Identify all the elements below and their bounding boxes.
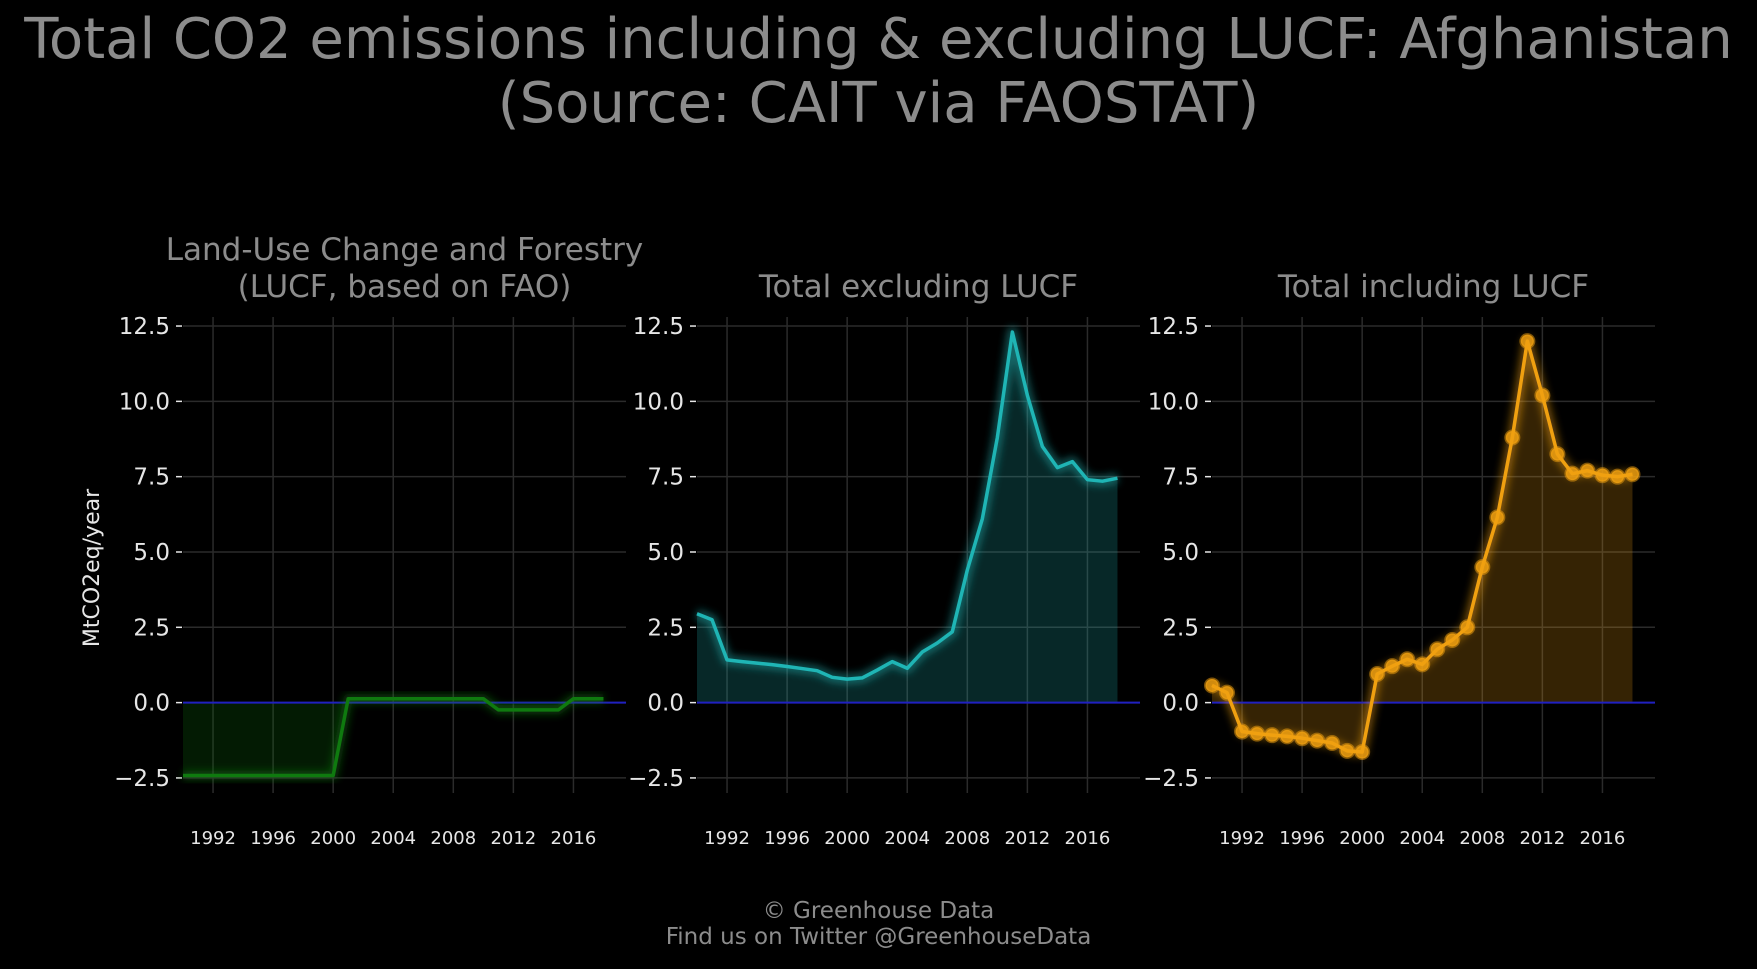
- data-point-including-lucf-1997: [1309, 732, 1326, 749]
- data-point-including-lucf-2007: [1459, 619, 1476, 636]
- data-point-including-lucf-1994: [1264, 727, 1281, 744]
- xtick-label-excluding-lucf-4: 2008: [944, 828, 990, 849]
- ytick-label-excluding-lucf-2: 2.5: [647, 615, 684, 641]
- xtick-label-including-lucf-3: 2004: [1399, 828, 1445, 849]
- xtick-label-including-lucf-1: 1996: [1279, 828, 1325, 849]
- ytick-label-including-lucf-4: 7.5: [1162, 465, 1199, 491]
- data-point-including-lucf-2002: [1384, 658, 1401, 675]
- data-point-including-lucf-2009: [1489, 509, 1506, 526]
- data-point-including-lucf-2004: [1414, 656, 1431, 673]
- y-axis-label: MtCO2eq/year: [80, 488, 105, 647]
- xtick-label-excluding-lucf-6: 2016: [1065, 828, 1111, 849]
- ytick-label-lucf-5: 10.0: [119, 389, 170, 415]
- ytick-label-excluding-lucf-1: 0.0: [647, 691, 684, 717]
- xtick-label-including-lucf-4: 2008: [1459, 828, 1505, 849]
- main-title-line1: Total CO2 emissions including & excludin…: [24, 7, 1733, 72]
- ytick-label-excluding-lucf-5: 10.0: [633, 389, 684, 415]
- xtick-label-including-lucf-0: 1992: [1219, 828, 1265, 849]
- xtick-label-excluding-lucf-1: 1996: [764, 828, 810, 849]
- xtick-label-including-lucf-2: 2000: [1339, 828, 1385, 849]
- ytick-label-excluding-lucf-3: 5.0: [647, 540, 684, 566]
- xtick-label-including-lucf-6: 2016: [1580, 828, 1626, 849]
- data-point-including-lucf-1998: [1324, 734, 1341, 751]
- area-fill-excluding-lucf: [697, 332, 1118, 703]
- panel-excluding-lucf: Total excluding LUCF −2.5 0.0 2.5 5.0 7.5 10.0…: [628, 269, 1140, 849]
- data-point-including-lucf-1996: [1294, 730, 1311, 747]
- ytick-label-excluding-lucf-0: −2.5: [628, 766, 684, 792]
- series-line-excluding-lucf: [696, 330, 1118, 681]
- xtick-label-lucf-0: 1992: [190, 828, 236, 849]
- xtick-label-lucf-2: 2000: [310, 828, 356, 849]
- ytick-label-lucf-0: −2.5: [114, 766, 170, 792]
- series-line-lucf: [183, 696, 604, 778]
- ytick-label-including-lucf-5: 10.0: [1148, 389, 1199, 415]
- footer-line1: © Greenhouse Data: [762, 898, 995, 924]
- data-point-including-lucf-1995: [1279, 728, 1296, 745]
- panel-title-excluding-lucf-line1: Total excluding LUCF: [758, 269, 1078, 305]
- ytick-label-lucf-2: 2.5: [133, 615, 170, 641]
- data-point-including-lucf-2015: [1579, 462, 1596, 479]
- area-fill-lucf: [183, 698, 604, 776]
- xtick-label-excluding-lucf-5: 2012: [1004, 828, 1050, 849]
- xtick-label-excluding-lucf-3: 2004: [884, 828, 930, 849]
- data-point-including-lucf-1991: [1219, 684, 1236, 701]
- ytick-label-including-lucf-0: −2.5: [1143, 766, 1199, 792]
- data-point-including-lucf-2012: [1534, 387, 1551, 404]
- xtick-label-lucf-5: 2012: [490, 828, 536, 849]
- ytick-label-including-lucf-6: 12.5: [1148, 314, 1199, 340]
- data-point-including-lucf-2008: [1474, 559, 1491, 576]
- ytick-label-lucf-4: 7.5: [133, 465, 170, 491]
- data-point-including-lucf-1999: [1339, 742, 1356, 759]
- ytick-label-excluding-lucf-4: 7.5: [647, 465, 684, 491]
- data-point-including-lucf-1990: [1204, 677, 1220, 694]
- data-point-including-lucf-1993: [1249, 725, 1266, 742]
- ytick-label-excluding-lucf-6: 12.5: [633, 314, 684, 340]
- ytick-label-lucf-6: 12.5: [119, 314, 170, 340]
- main-title-line2: (Source: CAIT via FAOSTAT): [497, 71, 1260, 136]
- panel-title-lucf-line2: (LUCF, based on FAO): [238, 269, 572, 305]
- panel-title-including-lucf-line1: Total including LUCF: [1277, 269, 1589, 305]
- ytick-label-lucf-3: 5.0: [133, 540, 170, 566]
- data-point-including-lucf-2017: [1609, 468, 1626, 485]
- xtick-label-lucf-4: 2008: [430, 828, 476, 849]
- data-point-including-lucf-1992: [1234, 723, 1251, 740]
- data-point-including-lucf-2018: [1624, 466, 1641, 483]
- data-point-including-lucf-2011: [1519, 333, 1536, 350]
- xtick-label-lucf-1: 1996: [250, 828, 296, 849]
- data-point-including-lucf-2016: [1594, 467, 1611, 484]
- xtick-label-including-lucf-5: 2012: [1519, 828, 1565, 849]
- data-point-including-lucf-2005: [1429, 641, 1446, 658]
- main-title: Total CO2 emissions including & excludin…: [0, 8, 1757, 136]
- data-point-including-lucf-2000: [1354, 744, 1371, 761]
- data-point-including-lucf-2003: [1399, 651, 1416, 668]
- panel-title-lucf-line1: Land-Use Change and Forestry: [166, 232, 644, 268]
- footer-line2: Find us on Twitter @GreenhouseData: [665, 924, 1092, 950]
- panel-including-lucf: Total including LUCF −2.5 0.0 2.5 5.0 7.5 10.0…: [1143, 269, 1655, 849]
- panel-lucf: Land-Use Change and Forestry(LUCF, based…: [114, 232, 643, 849]
- data-point-including-lucf-2013: [1549, 446, 1566, 463]
- xtick-label-excluding-lucf-0: 1992: [704, 828, 750, 849]
- area-fill-including-lucf: [1212, 341, 1633, 753]
- ytick-label-lucf-1: 0.0: [133, 691, 170, 717]
- xtick-label-excluding-lucf-2: 2000: [824, 828, 870, 849]
- data-point-including-lucf-2006: [1444, 631, 1461, 648]
- data-point-including-lucf-2014: [1564, 465, 1581, 482]
- ytick-label-including-lucf-1: 0.0: [1162, 691, 1199, 717]
- xtick-label-lucf-3: 2004: [370, 828, 416, 849]
- footer: © Greenhouse Data Find us on Twitter @Gr…: [0, 898, 1757, 950]
- ytick-label-including-lucf-2: 2.5: [1162, 615, 1199, 641]
- data-point-including-lucf-2001: [1369, 666, 1386, 682]
- data-point-including-lucf-2010: [1504, 429, 1521, 446]
- xtick-label-lucf-6: 2016: [551, 828, 597, 849]
- ytick-label-including-lucf-3: 5.0: [1162, 540, 1199, 566]
